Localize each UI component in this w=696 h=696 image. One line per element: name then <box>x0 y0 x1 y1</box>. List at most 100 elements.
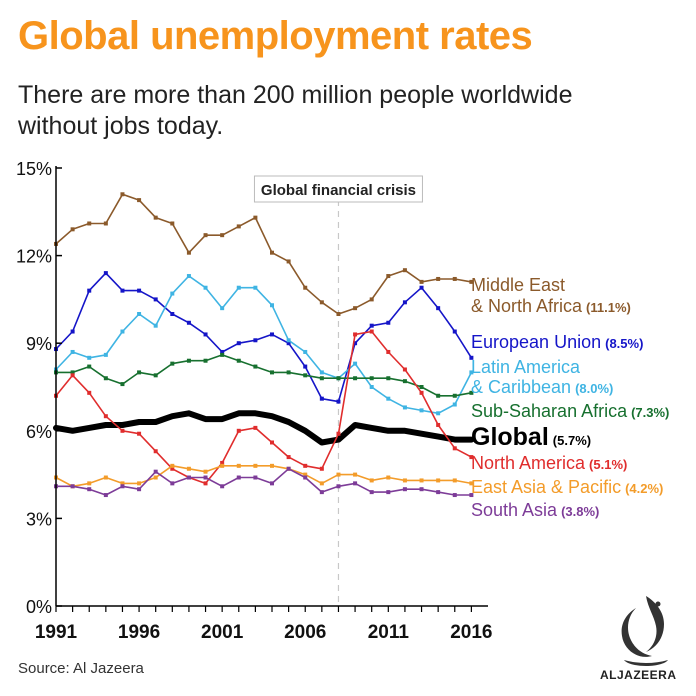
series-label-sa: South Asia (3.8%) <box>471 500 599 520</box>
data-point-ssa <box>120 382 125 387</box>
data-point-latam <box>286 338 291 343</box>
data-point-sa <box>303 475 308 480</box>
data-point-na <box>303 463 308 468</box>
data-point-na <box>452 446 457 451</box>
series-line-sa <box>55 467 473 496</box>
data-point-latam <box>436 411 441 416</box>
data-point-sa <box>137 487 142 492</box>
data-point-eap <box>402 478 407 483</box>
data-point-sa <box>186 475 191 480</box>
data-point-ssa <box>253 364 258 369</box>
data-point-sa <box>236 475 241 480</box>
data-point-eap <box>303 472 308 477</box>
data-point-ssa <box>286 370 291 375</box>
y-tick-label: 12% <box>16 247 52 267</box>
data-point-na <box>70 373 75 378</box>
data-point-ssa <box>353 376 358 381</box>
data-point-eu <box>203 332 208 337</box>
data-point-eu <box>319 396 324 401</box>
data-point-mena <box>87 221 92 226</box>
al-jazeera-logo <box>621 596 668 666</box>
data-point-eap <box>369 478 374 483</box>
series-label-latam: Latin America <box>471 357 581 377</box>
data-point-eap <box>469 481 474 486</box>
data-point-sa <box>270 481 274 486</box>
series-label-global: Global (5.7%) <box>471 423 591 451</box>
data-point-latam <box>319 370 324 375</box>
data-point-ssa <box>203 358 208 363</box>
data-point-eu <box>103 271 108 276</box>
data-point-ssa <box>402 379 407 384</box>
series-line-na <box>55 330 473 485</box>
series-line-mena <box>55 193 473 315</box>
data-point-ssa <box>236 358 241 363</box>
data-point-sa <box>436 490 441 495</box>
y-tick-label: 0% <box>26 597 52 617</box>
x-tick-label: 1991 <box>35 622 78 643</box>
data-point-na <box>369 329 374 334</box>
data-point-mena <box>220 233 225 238</box>
data-point-mena <box>253 215 258 220</box>
data-point-sa <box>402 487 407 492</box>
data-point-latam <box>402 405 407 410</box>
data-point-na <box>402 367 407 372</box>
data-point-eap <box>452 478 457 483</box>
data-point-eu <box>303 364 308 369</box>
data-point-eap <box>336 472 341 477</box>
data-point-na <box>419 390 424 395</box>
data-point-ssa <box>137 370 142 375</box>
series-label-mena: & North Africa (11.1%) <box>471 296 631 316</box>
data-point-na <box>103 414 108 419</box>
data-point-eap <box>253 463 258 468</box>
series-line-latam <box>55 275 473 415</box>
data-point-na <box>236 428 241 433</box>
data-point-eu <box>153 297 158 302</box>
data-point-latam <box>137 312 142 316</box>
data-point-ssa <box>386 376 391 381</box>
data-point-ssa <box>270 370 274 375</box>
data-point-na <box>353 332 358 337</box>
data-point-eu <box>336 399 341 404</box>
source-note: Source: Al Jazeera <box>18 660 144 677</box>
series-line-ssa <box>55 354 473 397</box>
data-point-eu <box>419 285 424 290</box>
data-point-mena <box>386 274 391 279</box>
series-line-global <box>53 410 475 446</box>
data-point-latam <box>236 285 241 290</box>
data-point-eu <box>137 288 142 293</box>
data-point-mena <box>236 224 241 229</box>
data-point-latam <box>303 349 308 354</box>
data-point-ssa <box>220 352 225 357</box>
data-point-mena <box>369 297 374 302</box>
data-point-ssa <box>452 393 457 398</box>
data-point-mena <box>103 221 108 226</box>
data-point-na <box>386 349 391 354</box>
data-point-eu <box>253 338 258 343</box>
data-point-ssa <box>319 376 324 381</box>
data-point-eu <box>170 312 175 316</box>
data-point-eu <box>220 349 225 354</box>
data-point-latam <box>170 291 175 296</box>
data-point-latam <box>87 355 92 360</box>
data-point-eap <box>386 475 391 480</box>
data-point-latam <box>70 349 75 354</box>
data-point-ssa <box>303 373 308 378</box>
data-point-sa <box>336 484 341 489</box>
data-point-eu <box>120 288 125 293</box>
data-point-sa <box>203 475 208 480</box>
crisis-label-box <box>253 175 423 203</box>
data-point-eap <box>87 481 92 486</box>
data-point-eu <box>436 306 441 311</box>
data-point-eap <box>170 463 175 468</box>
data-point-latam <box>386 396 391 401</box>
data-point-ssa <box>186 358 191 363</box>
data-point-mena <box>286 259 291 264</box>
data-point-latam <box>353 361 358 366</box>
data-point-mena <box>436 276 441 281</box>
data-point-eu <box>87 288 92 293</box>
x-tick-label: 2011 <box>368 622 410 643</box>
data-point-eap <box>353 472 358 477</box>
y-tick-label: 15% <box>16 159 52 179</box>
data-point-mena <box>336 312 341 316</box>
